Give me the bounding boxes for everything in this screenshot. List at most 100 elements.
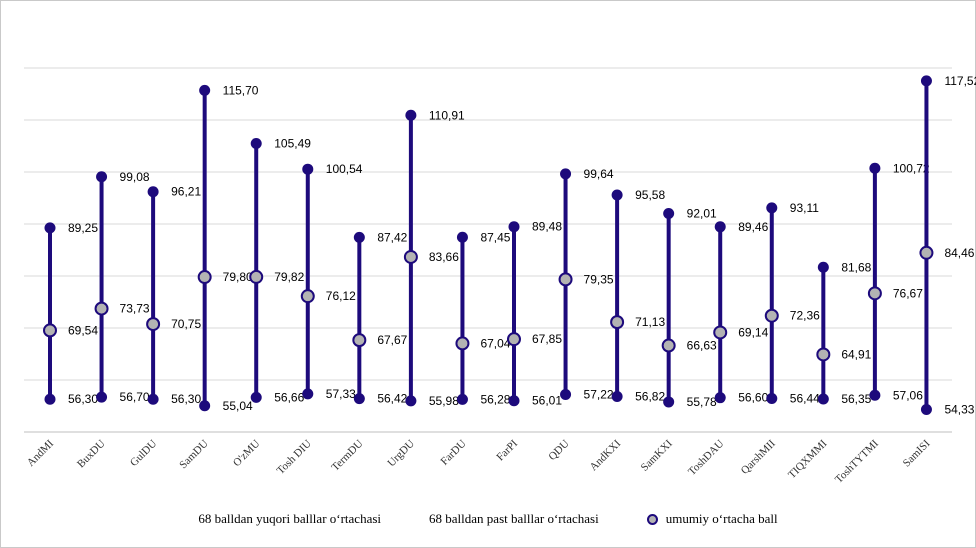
high-data-label: 117,52 bbox=[944, 74, 976, 88]
average-point bbox=[713, 325, 728, 340]
low-data-label: 55,78 bbox=[687, 395, 717, 409]
high-data-label: 87,42 bbox=[377, 230, 407, 244]
low-data-label: 56,70 bbox=[120, 390, 150, 404]
average-data-label: 76,12 bbox=[326, 289, 356, 303]
average-data-label: 69,54 bbox=[68, 323, 98, 337]
low-data-label: 56,30 bbox=[171, 392, 201, 406]
x-tick-label: ToshDAU bbox=[686, 438, 726, 478]
low-point bbox=[508, 395, 520, 407]
high-data-label: 81,68 bbox=[841, 260, 871, 274]
average-point bbox=[403, 249, 418, 264]
x-tick-label: Tosh DIU bbox=[275, 438, 314, 477]
high-point bbox=[611, 189, 623, 201]
average-point bbox=[867, 286, 882, 301]
average-point bbox=[197, 270, 212, 285]
average-data-label: 67,04 bbox=[480, 336, 510, 350]
x-tick-label: SamDU bbox=[177, 438, 211, 472]
average-data-label: 79,35 bbox=[584, 272, 614, 286]
high-data-label: 99,08 bbox=[120, 170, 150, 184]
x-tick-label: O'zMU bbox=[231, 438, 263, 470]
high-data-label: 89,25 bbox=[68, 221, 98, 235]
average-point bbox=[249, 269, 264, 284]
average-point bbox=[352, 333, 367, 348]
x-tick-label: QarshMII bbox=[739, 437, 778, 476]
legend-label-low: 68 balldan past balllar o‘rtachasi bbox=[429, 511, 599, 526]
high-data-label: 89,46 bbox=[738, 220, 768, 234]
low-data-label: 56,60 bbox=[738, 391, 768, 405]
high-point bbox=[560, 168, 572, 180]
legend-item-avg: umumiy o‘rtacha ball bbox=[646, 511, 778, 527]
low-point bbox=[869, 389, 881, 401]
high-point bbox=[920, 75, 932, 87]
x-tick-label: SamISI bbox=[901, 437, 933, 469]
average-data-label: 67,67 bbox=[377, 333, 407, 347]
x-tick-label: FarDU bbox=[438, 438, 468, 468]
high-data-label: 96,21 bbox=[171, 185, 201, 199]
average-data-label: 79,82 bbox=[274, 270, 304, 284]
low-data-label: 56,66 bbox=[274, 390, 304, 404]
average-data-label: 67,85 bbox=[532, 332, 562, 346]
average-data-label: 64,91 bbox=[841, 347, 871, 361]
average-data-label: 83,66 bbox=[429, 250, 459, 264]
low-data-label: 57,06 bbox=[893, 388, 923, 402]
high-point bbox=[869, 162, 881, 174]
x-tick-label: BuxDU bbox=[75, 438, 108, 471]
average-point bbox=[558, 272, 573, 287]
x-tick-label: TIQXMMI bbox=[786, 437, 830, 481]
legend-item-low: 68 balldan past balllar o‘rtachasi bbox=[429, 511, 599, 527]
low-data-label: 55,98 bbox=[429, 394, 459, 408]
high-data-label: 95,58 bbox=[635, 188, 665, 202]
high-point bbox=[147, 186, 159, 198]
low-data-label: 56,28 bbox=[480, 392, 510, 406]
low-point bbox=[611, 391, 623, 403]
low-data-label: 56,30 bbox=[68, 392, 98, 406]
legend-item-high: 68 balldan yuqori balllar o‘rtachasi bbox=[198, 511, 381, 527]
low-point bbox=[302, 388, 314, 400]
low-point bbox=[147, 393, 159, 405]
low-point bbox=[920, 403, 932, 415]
low-data-label: 56,44 bbox=[790, 392, 820, 406]
average-data-label: 84,46 bbox=[944, 246, 974, 260]
high-point bbox=[766, 202, 778, 214]
high-data-label: 92,01 bbox=[687, 207, 717, 221]
average-data-label: 79,80 bbox=[223, 270, 253, 284]
low-data-label: 57,33 bbox=[326, 387, 356, 401]
low-data-label: 57,22 bbox=[584, 387, 614, 401]
average-point bbox=[610, 315, 625, 330]
low-point bbox=[560, 388, 572, 400]
low-point bbox=[96, 391, 108, 403]
average-data-label: 72,36 bbox=[790, 309, 820, 323]
high-data-label: 87,45 bbox=[480, 230, 510, 244]
high-data-label: 105,49 bbox=[274, 136, 311, 150]
x-tick-label: GulDU bbox=[128, 438, 159, 469]
high-point bbox=[199, 84, 211, 96]
average-point bbox=[43, 323, 57, 338]
x-tick-label: ToshTYTMI bbox=[833, 437, 881, 485]
average-point bbox=[816, 347, 831, 362]
low-data-label: 56,01 bbox=[532, 394, 562, 408]
average-point bbox=[94, 301, 109, 316]
x-tick-label: AndMI bbox=[25, 437, 57, 469]
high-point bbox=[508, 221, 520, 233]
low-point bbox=[44, 393, 56, 405]
average-point bbox=[507, 332, 521, 347]
high-data-label: 99,64 bbox=[584, 167, 614, 181]
low-data-label: 55,04 bbox=[223, 399, 253, 413]
low-data-label: 54,33 bbox=[944, 402, 974, 416]
high-point bbox=[96, 171, 108, 183]
high-point bbox=[250, 137, 262, 149]
low-point bbox=[405, 395, 417, 407]
average-data-label: 70,75 bbox=[171, 317, 201, 331]
x-tick-label: UrgDU bbox=[385, 438, 417, 470]
high-data-label: 115,70 bbox=[223, 83, 259, 97]
average-data-label: 76,67 bbox=[893, 286, 923, 300]
high-point bbox=[405, 109, 417, 121]
high-point bbox=[817, 261, 829, 273]
average-data-label: 73,73 bbox=[120, 302, 150, 316]
high-data-label: 110,91 bbox=[429, 108, 465, 122]
high-point bbox=[663, 208, 675, 220]
low-point bbox=[817, 393, 829, 405]
average-data-label: 71,13 bbox=[635, 315, 665, 329]
low-data-label: 56,35 bbox=[841, 392, 871, 406]
